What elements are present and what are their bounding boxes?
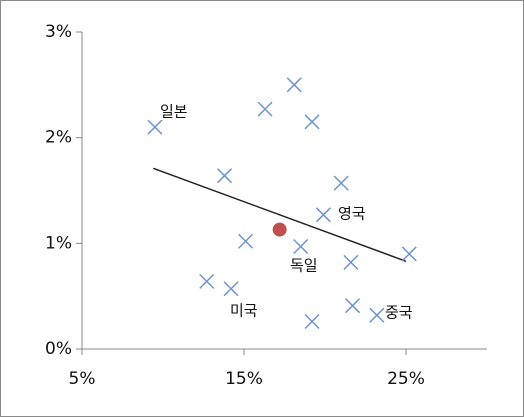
trend-line: [153, 167, 407, 263]
y-tick-label: 3%: [45, 22, 72, 42]
x-tick-label: 15%: [225, 369, 263, 389]
point: [238, 233, 254, 249]
annotation: 영국: [338, 205, 366, 223]
highlight-point: [272, 222, 287, 237]
point: [369, 307, 385, 323]
annotation: 중국: [385, 304, 413, 322]
point: [217, 168, 233, 184]
point: [199, 273, 215, 289]
y-tick-label: 0%: [45, 339, 72, 359]
annotation: 독일: [290, 257, 318, 275]
point: [333, 175, 349, 191]
y-tick-label: 2%: [45, 128, 72, 148]
point: [147, 119, 163, 135]
point: [293, 238, 309, 255]
point: [257, 101, 273, 117]
point: [401, 246, 417, 262]
point: [304, 114, 320, 130]
x-tick-label: 25%: [387, 369, 425, 389]
y-tick-label: 1%: [45, 233, 72, 253]
point: [286, 77, 302, 93]
point: [223, 281, 239, 297]
point: [315, 207, 331, 223]
point: [343, 254, 359, 270]
point: [345, 298, 361, 314]
x-tick-label: 5%: [69, 369, 96, 389]
point: [304, 313, 320, 330]
annotation: 일본: [160, 103, 188, 121]
annotation: 미국: [230, 302, 258, 320]
